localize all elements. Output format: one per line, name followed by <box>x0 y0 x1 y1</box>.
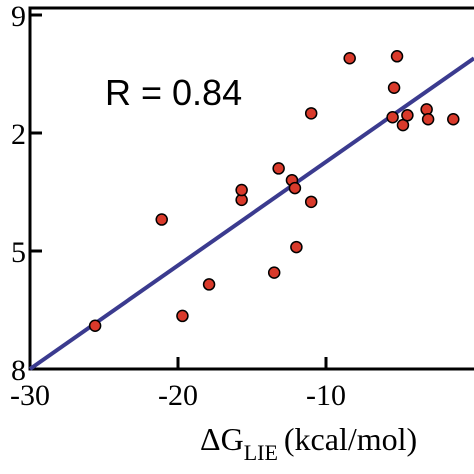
annotation: R = 0.84 <box>105 72 242 113</box>
point <box>290 240 303 254</box>
point <box>88 319 102 332</box>
point <box>267 266 281 279</box>
point <box>387 81 401 95</box>
point <box>235 183 248 197</box>
y-tick-label: 9 <box>11 0 26 33</box>
point <box>304 107 318 120</box>
point <box>272 162 285 175</box>
fit-line <box>28 56 474 371</box>
point <box>401 109 414 122</box>
point <box>386 111 399 124</box>
y-tick-label: 8 <box>11 354 26 387</box>
plot-frame <box>28 6 474 371</box>
x-label-unit: (kcal/mol) <box>284 421 417 457</box>
x-label-main: ΔG <box>200 421 244 457</box>
x-tick-label: -20 <box>158 379 198 412</box>
point <box>176 309 189 323</box>
point <box>390 50 404 63</box>
point <box>155 213 168 226</box>
x-tick-label: -30 <box>10 379 50 412</box>
y-tick-label: 5 <box>11 236 26 269</box>
point <box>304 195 318 209</box>
point <box>288 181 302 195</box>
point <box>447 112 460 126</box>
x-label-sub: LIE <box>244 440 278 465</box>
point <box>202 278 216 291</box>
y-tick-label: 2 <box>11 118 26 151</box>
x-tick-label: -10 <box>306 379 346 412</box>
x-axis-label: ΔGLIE (kcal/mol) <box>200 421 417 465</box>
point <box>343 52 356 65</box>
point <box>421 112 435 126</box>
